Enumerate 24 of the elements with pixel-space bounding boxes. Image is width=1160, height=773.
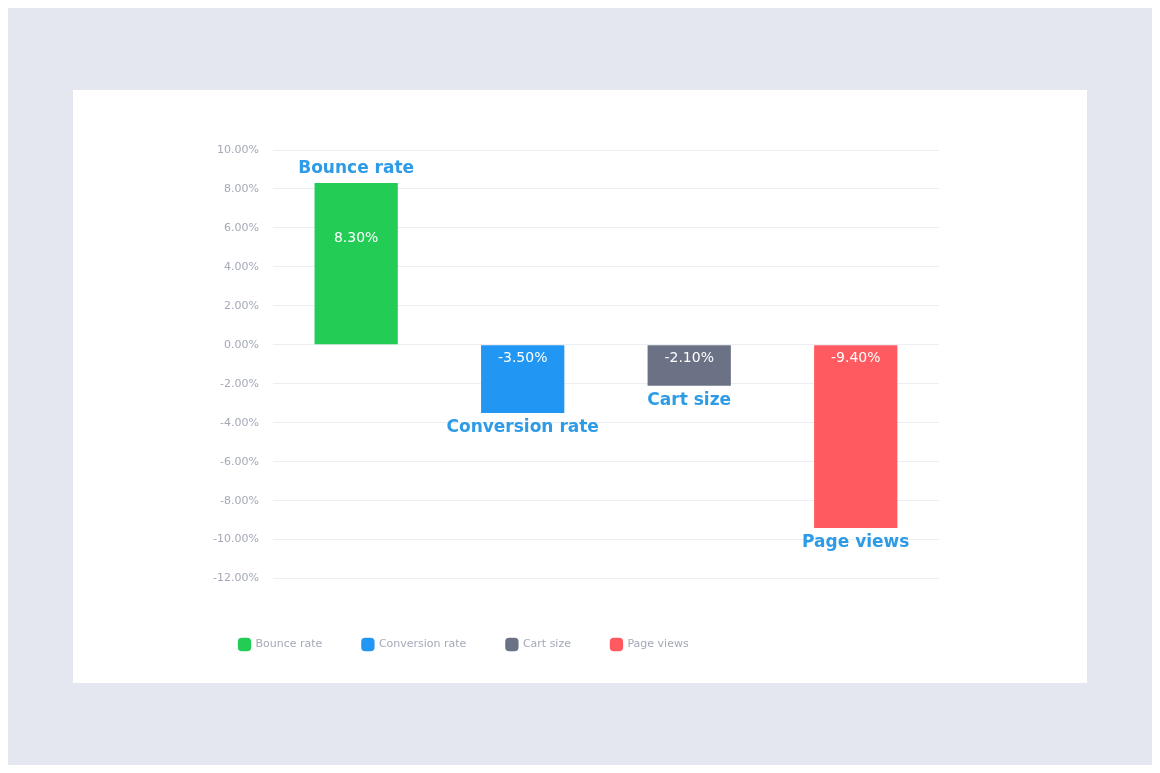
data-label: -9.40% bbox=[830, 348, 881, 365]
text: Conversion rate bbox=[446, 415, 599, 436]
text: Page views bbox=[802, 530, 910, 551]
y-tick-label: 2.00% bbox=[223, 298, 259, 312]
legend-label: Bounce rate bbox=[255, 637, 323, 651]
y-tick-label: 8.00% bbox=[223, 181, 259, 195]
y-tick-label: 10.00% bbox=[216, 142, 259, 156]
y-tick-label: -2.00% bbox=[219, 376, 259, 390]
legend-label: Cart size bbox=[522, 637, 572, 651]
text: Bounce rate bbox=[298, 157, 415, 178]
y-tick-label: -6.00% bbox=[219, 454, 259, 468]
data-label: 8.30% bbox=[333, 228, 379, 245]
text: Cart size bbox=[647, 388, 732, 409]
data-label: -3.50% bbox=[497, 348, 548, 365]
legend-label: Page views bbox=[627, 637, 689, 651]
legend-label: Conversion rate bbox=[378, 637, 467, 651]
y-tick-label: 4.00% bbox=[223, 259, 259, 273]
y-tick-label: -4.00% bbox=[219, 415, 259, 429]
y-tick-label: -12.00% bbox=[212, 571, 259, 585]
y-tick-label: -10.00% bbox=[212, 532, 259, 546]
data-label: -2.10% bbox=[664, 348, 714, 365]
y-tick-label: 6.00% bbox=[223, 220, 259, 234]
y-tick-label: -8.00% bbox=[219, 493, 259, 507]
y-tick-label: 0.00% bbox=[223, 337, 259, 351]
